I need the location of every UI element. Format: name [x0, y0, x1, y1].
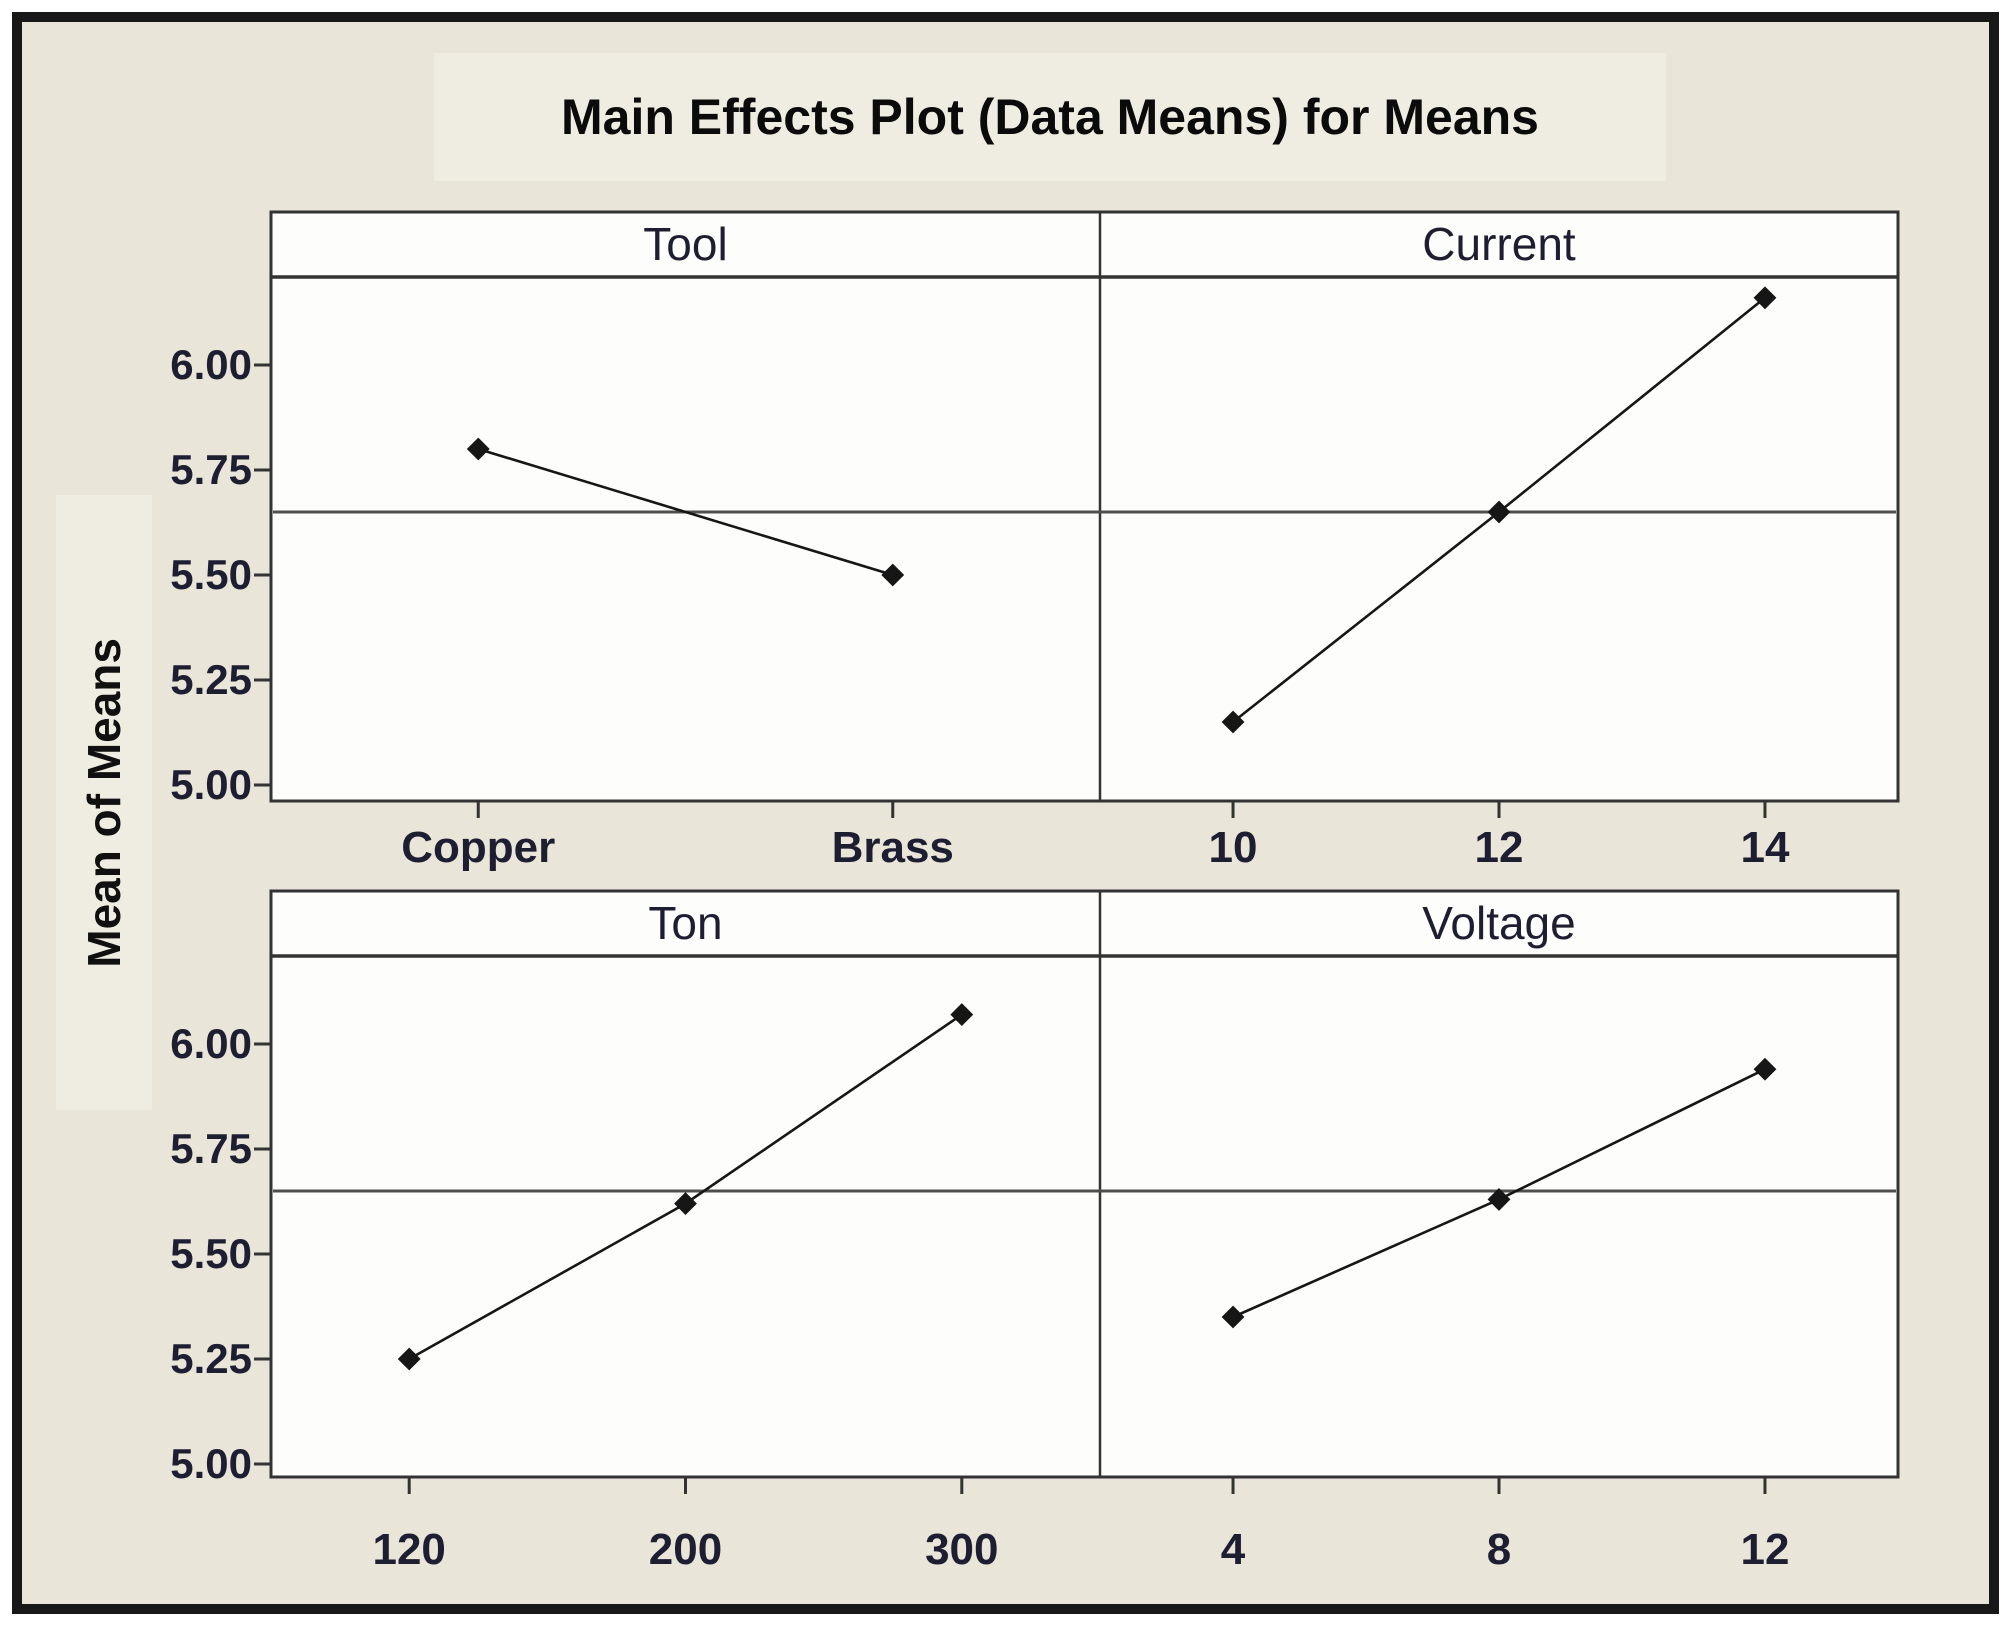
chart-title: Main Effects Plot (Data Means) for Means	[561, 89, 1539, 145]
x-tick-label: 12	[1474, 823, 1524, 872]
data-point-marker	[1221, 1305, 1245, 1329]
y-tick-label: 5.75	[170, 446, 252, 493]
y-tick-label: 6.00	[170, 1020, 252, 1067]
x-tick-label: 200	[648, 1525, 723, 1574]
y-tick-label: 6.00	[170, 341, 252, 388]
panel-title-tool: Tool	[643, 218, 728, 270]
panel-frame	[269, 889, 1900, 1479]
x-tick-label: 8	[1486, 1525, 1512, 1574]
y-tick-label: 5.25	[170, 656, 252, 703]
y-tick-label: 5.00	[170, 1440, 252, 1487]
x-tick-label: Copper	[401, 823, 556, 872]
data-point-marker	[950, 1003, 974, 1027]
panel-frame	[269, 210, 1900, 803]
x-tick-label: Brass	[831, 823, 954, 872]
x-tick-label: 300	[925, 1525, 999, 1574]
y-tick-label: 5.50	[170, 551, 252, 598]
x-tick-label: 4	[1220, 1525, 1246, 1574]
y-tick-label: 5.75	[170, 1125, 252, 1172]
y-tick-label: 5.25	[170, 1335, 252, 1382]
title-band: Main Effects Plot (Data Means) for Means	[434, 53, 1666, 181]
data-line	[477, 447, 894, 577]
data-point-marker	[1487, 500, 1511, 524]
data-point-marker	[466, 437, 490, 461]
y-tick-label: 5.00	[170, 761, 252, 808]
x-tick-label: 120	[372, 1525, 446, 1574]
y-tick-label: 5.50	[170, 1230, 252, 1277]
y-axis-label-band: Mean of Means	[56, 495, 152, 1110]
panel-title-voltage: Voltage	[1422, 897, 1576, 949]
data-point-marker	[1753, 1057, 1777, 1081]
data-point-marker	[881, 563, 905, 587]
x-tick-label: 10	[1208, 823, 1258, 872]
data-point-marker	[1221, 710, 1245, 734]
panel-title-ton: Ton	[648, 897, 723, 949]
data-point-marker	[397, 1347, 421, 1371]
panel-title-current: Current	[1422, 218, 1576, 270]
data-point-marker	[1487, 1187, 1511, 1211]
data-point-marker	[1753, 286, 1777, 310]
x-tick-label: 12	[1740, 1525, 1790, 1574]
x-tick-label: 14	[1740, 823, 1790, 872]
data-point-marker	[674, 1192, 697, 1216]
